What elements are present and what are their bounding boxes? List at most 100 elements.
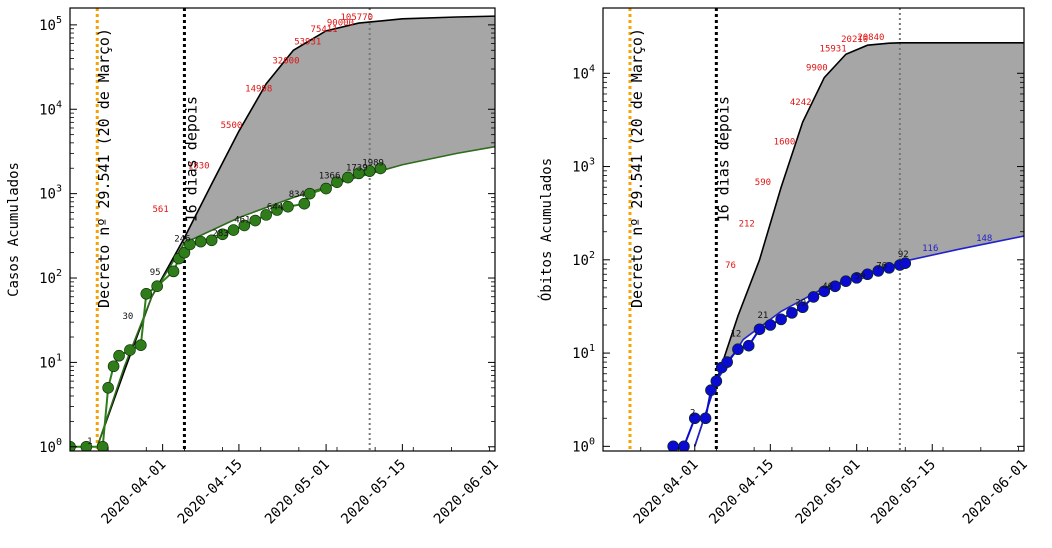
xtick-label: 2020-05-15 xyxy=(868,457,939,528)
projection-label: 53931 xyxy=(294,38,321,48)
deaths-panel: 7621259016004242990015931202102084021221… xyxy=(537,7,1031,528)
observed-point xyxy=(374,162,387,175)
xtick-label: 2020-04-01 xyxy=(631,457,702,528)
observed-point xyxy=(899,257,912,269)
observed-label: 1739 xyxy=(346,163,368,173)
observed-point xyxy=(786,307,798,319)
vline-label-decree: Decreto nº 29.541 (20 de Março) xyxy=(95,28,113,308)
observed-label: 461 xyxy=(234,215,250,225)
observed-label: 246 xyxy=(174,234,190,244)
observed-point xyxy=(282,200,294,213)
ytick-label: 101 xyxy=(572,343,595,362)
ytick-label: 105 xyxy=(39,15,62,34)
lower-label: 116 xyxy=(922,244,938,254)
upper-curve xyxy=(693,42,1024,447)
observed-label: 30 xyxy=(123,312,134,322)
xtick-label: 2020-04-15 xyxy=(706,457,777,528)
observed-point xyxy=(742,339,755,352)
ytick-label: 102 xyxy=(572,250,595,269)
projection-label: 105770 xyxy=(341,13,374,23)
observed-point xyxy=(699,412,712,425)
xtick-label: 2020-05-15 xyxy=(338,457,409,528)
observed-point xyxy=(96,440,109,451)
observed-point xyxy=(331,176,343,189)
observed-point xyxy=(205,234,218,247)
ytick-label: 100 xyxy=(572,436,595,455)
observed-point xyxy=(216,228,229,241)
observed-point xyxy=(807,291,820,303)
observed-point xyxy=(352,167,365,180)
observed-point xyxy=(238,219,251,232)
plot-area: 561 1830 5500 14998 32000 53931 75411900001057… xyxy=(70,8,495,451)
xtick-label: 2020-04-15 xyxy=(175,457,246,528)
observed-label: 2 xyxy=(690,408,695,418)
xtick-label: 2020-05-01 xyxy=(262,457,333,528)
ytick-label: 103 xyxy=(572,157,595,176)
cases-panel: 561 1830 5500 14998 32000 53931 75411900001057… xyxy=(6,7,502,528)
vline-label-decree: Decreto nº 29.541 (20 de Março) xyxy=(628,28,646,308)
observed-point xyxy=(872,265,885,277)
plot-area: 7621259016004242990015931202102084021221… xyxy=(628,8,1024,451)
observed-point xyxy=(775,313,787,326)
observed-label: 46 xyxy=(822,282,833,292)
lower-curve xyxy=(96,145,495,448)
projection-band xyxy=(694,42,1024,447)
observed-point xyxy=(753,323,766,336)
observed-point xyxy=(764,319,777,331)
observed-label: 92 xyxy=(898,250,909,260)
ytick-label: 100 xyxy=(39,437,62,456)
observed-label: 834 xyxy=(289,190,305,200)
observed-point xyxy=(705,384,717,396)
projection-label: 1830 xyxy=(188,161,210,171)
vline-label-16-days: 16 dias depois xyxy=(182,96,200,222)
observed-point xyxy=(178,246,191,259)
projection-label: 76 xyxy=(725,261,736,271)
observed-point xyxy=(850,272,863,284)
observed-point xyxy=(678,440,690,451)
observed-point xyxy=(829,280,841,293)
observed-point xyxy=(861,268,874,281)
xtick-label: 2020-04-01 xyxy=(99,457,170,528)
observed-point xyxy=(271,204,283,216)
ytick-label: 104 xyxy=(39,99,62,118)
observed-label: 644 xyxy=(267,202,283,212)
observed-point xyxy=(342,171,354,184)
observed-label: 1366 xyxy=(319,171,341,181)
y-axis-label: Óbitos Acumulados xyxy=(537,158,555,301)
observed-label: 59 xyxy=(855,272,866,282)
ytick-label: 103 xyxy=(39,184,62,203)
ytick-label: 102 xyxy=(39,268,62,287)
observed-point xyxy=(124,344,136,356)
projection-label: 4242 xyxy=(790,98,812,108)
observed-point xyxy=(320,182,332,195)
observed-point xyxy=(667,440,679,451)
axes-frame xyxy=(602,7,1025,452)
observed-label: 76 xyxy=(876,261,887,271)
observed-label: 1989 xyxy=(362,158,384,168)
observed-point xyxy=(151,280,163,292)
observed-point xyxy=(840,275,852,287)
y-axis-label: Casos Acumulados xyxy=(6,162,22,297)
projection-label: 212 xyxy=(739,219,755,229)
projection-label: 561 xyxy=(152,205,168,215)
observed-point xyxy=(135,339,147,351)
observed-point xyxy=(363,165,376,177)
observed-point xyxy=(102,382,114,394)
observed-label: 29 xyxy=(795,299,806,309)
projection-label: 75411 xyxy=(311,25,338,35)
projection-label: 20840 xyxy=(857,33,884,43)
projection-label: 15931 xyxy=(820,44,847,54)
projection-label: 14998 xyxy=(245,84,272,94)
observed-point xyxy=(140,288,153,300)
observed-point xyxy=(184,238,196,251)
observed-point xyxy=(710,375,723,387)
observed-label: 283 xyxy=(212,229,228,239)
observed-point xyxy=(298,197,311,210)
projection-label: 9900 xyxy=(806,64,828,74)
observed-point xyxy=(227,224,240,236)
observed-label: 12 xyxy=(731,329,742,339)
observed-point xyxy=(194,235,207,248)
projection-band xyxy=(97,16,495,447)
projection-label: 20210 xyxy=(841,35,868,45)
